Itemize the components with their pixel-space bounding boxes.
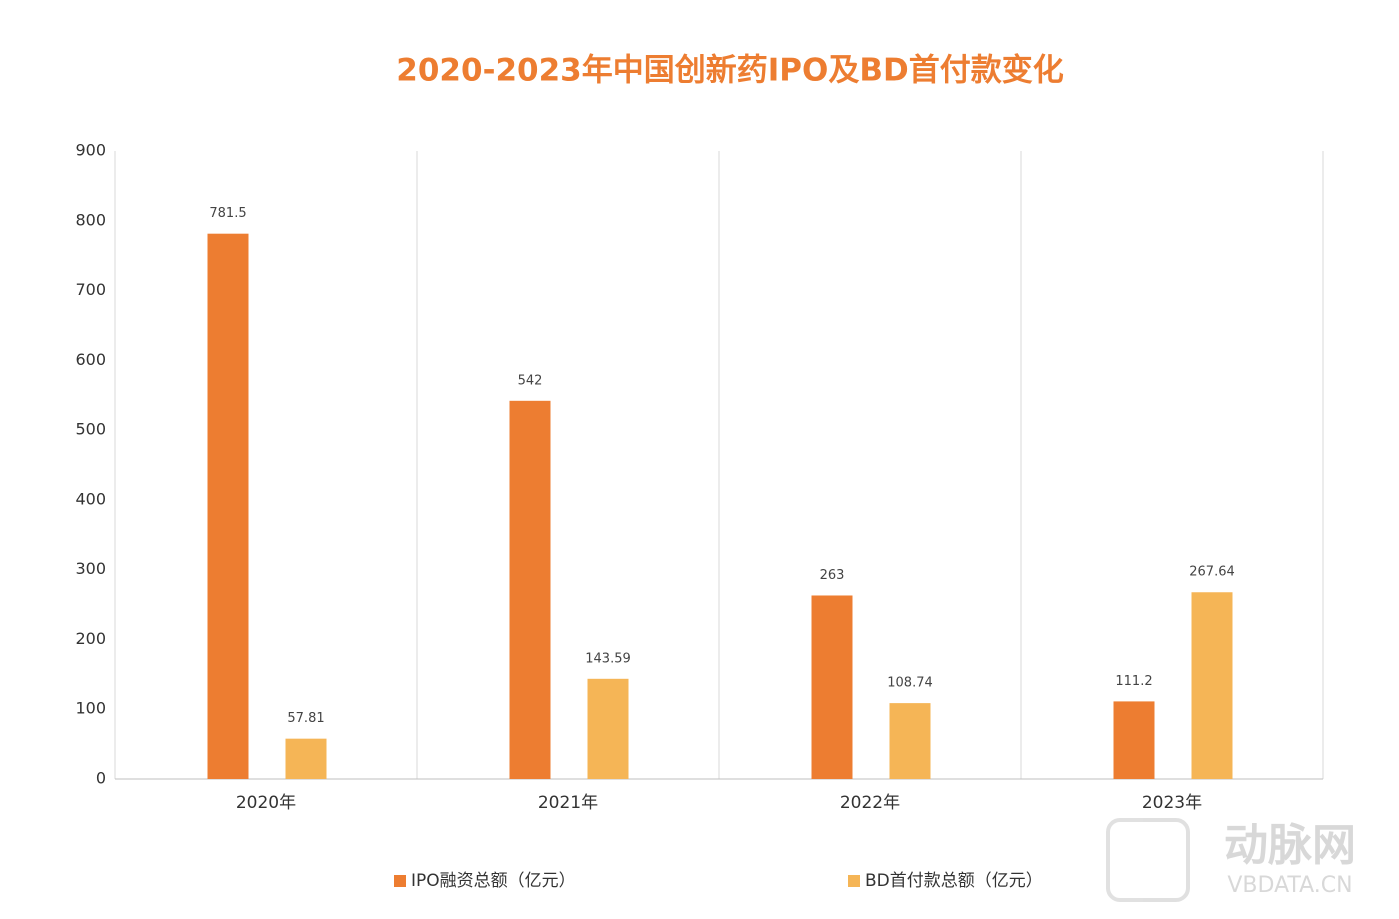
legend-swatch xyxy=(394,875,406,887)
value-label: 111.2 xyxy=(1115,674,1152,689)
watermark: 动脉网 VBDATA.CN xyxy=(1106,818,1356,902)
bar xyxy=(285,738,327,779)
value-label: 143.59 xyxy=(585,651,631,666)
legend-label: BD首付款总额（亿元） xyxy=(865,871,1043,891)
y-tick-label: 100 xyxy=(75,699,106,718)
y-tick-label: 0 xyxy=(96,769,106,788)
x-tick-label: 2021年 xyxy=(538,793,598,813)
bar xyxy=(1113,701,1155,779)
x-tick-label: 2022年 xyxy=(840,793,900,813)
value-label: 781.5 xyxy=(209,206,246,221)
x-tick-label: 2020年 xyxy=(236,793,296,813)
watermark-logo-text: 动脉网 xyxy=(1224,820,1356,871)
watermark-logo xyxy=(1106,818,1190,902)
legend-swatch xyxy=(848,875,860,887)
x-tick-label: 2023年 xyxy=(1142,793,1202,813)
watermark-site: VBDATA.CN xyxy=(1227,873,1352,898)
value-label: 542 xyxy=(518,373,543,388)
bar xyxy=(509,400,551,779)
y-tick-label: 900 xyxy=(75,141,106,160)
value-label: 57.81 xyxy=(287,711,324,726)
y-tick-label: 200 xyxy=(75,629,106,648)
value-label: 267.64 xyxy=(1189,565,1235,580)
bar xyxy=(207,233,249,780)
y-tick-label: 700 xyxy=(75,280,106,299)
value-label: 263 xyxy=(820,568,845,583)
bar xyxy=(811,595,853,779)
y-tick-label: 600 xyxy=(75,350,106,369)
y-tick-label: 800 xyxy=(75,210,106,229)
value-label: 108.74 xyxy=(887,676,933,691)
bar xyxy=(889,703,931,779)
bar xyxy=(587,678,629,779)
chart-title: 2020-2023年中国创新药IPO及BD首付款变化 xyxy=(396,53,1063,89)
y-tick-label: 400 xyxy=(75,489,106,508)
bar xyxy=(1191,592,1233,779)
y-tick-label: 300 xyxy=(75,559,106,578)
y-tick-label: 500 xyxy=(75,420,106,439)
legend-label: IPO融资总额（亿元） xyxy=(411,871,576,891)
